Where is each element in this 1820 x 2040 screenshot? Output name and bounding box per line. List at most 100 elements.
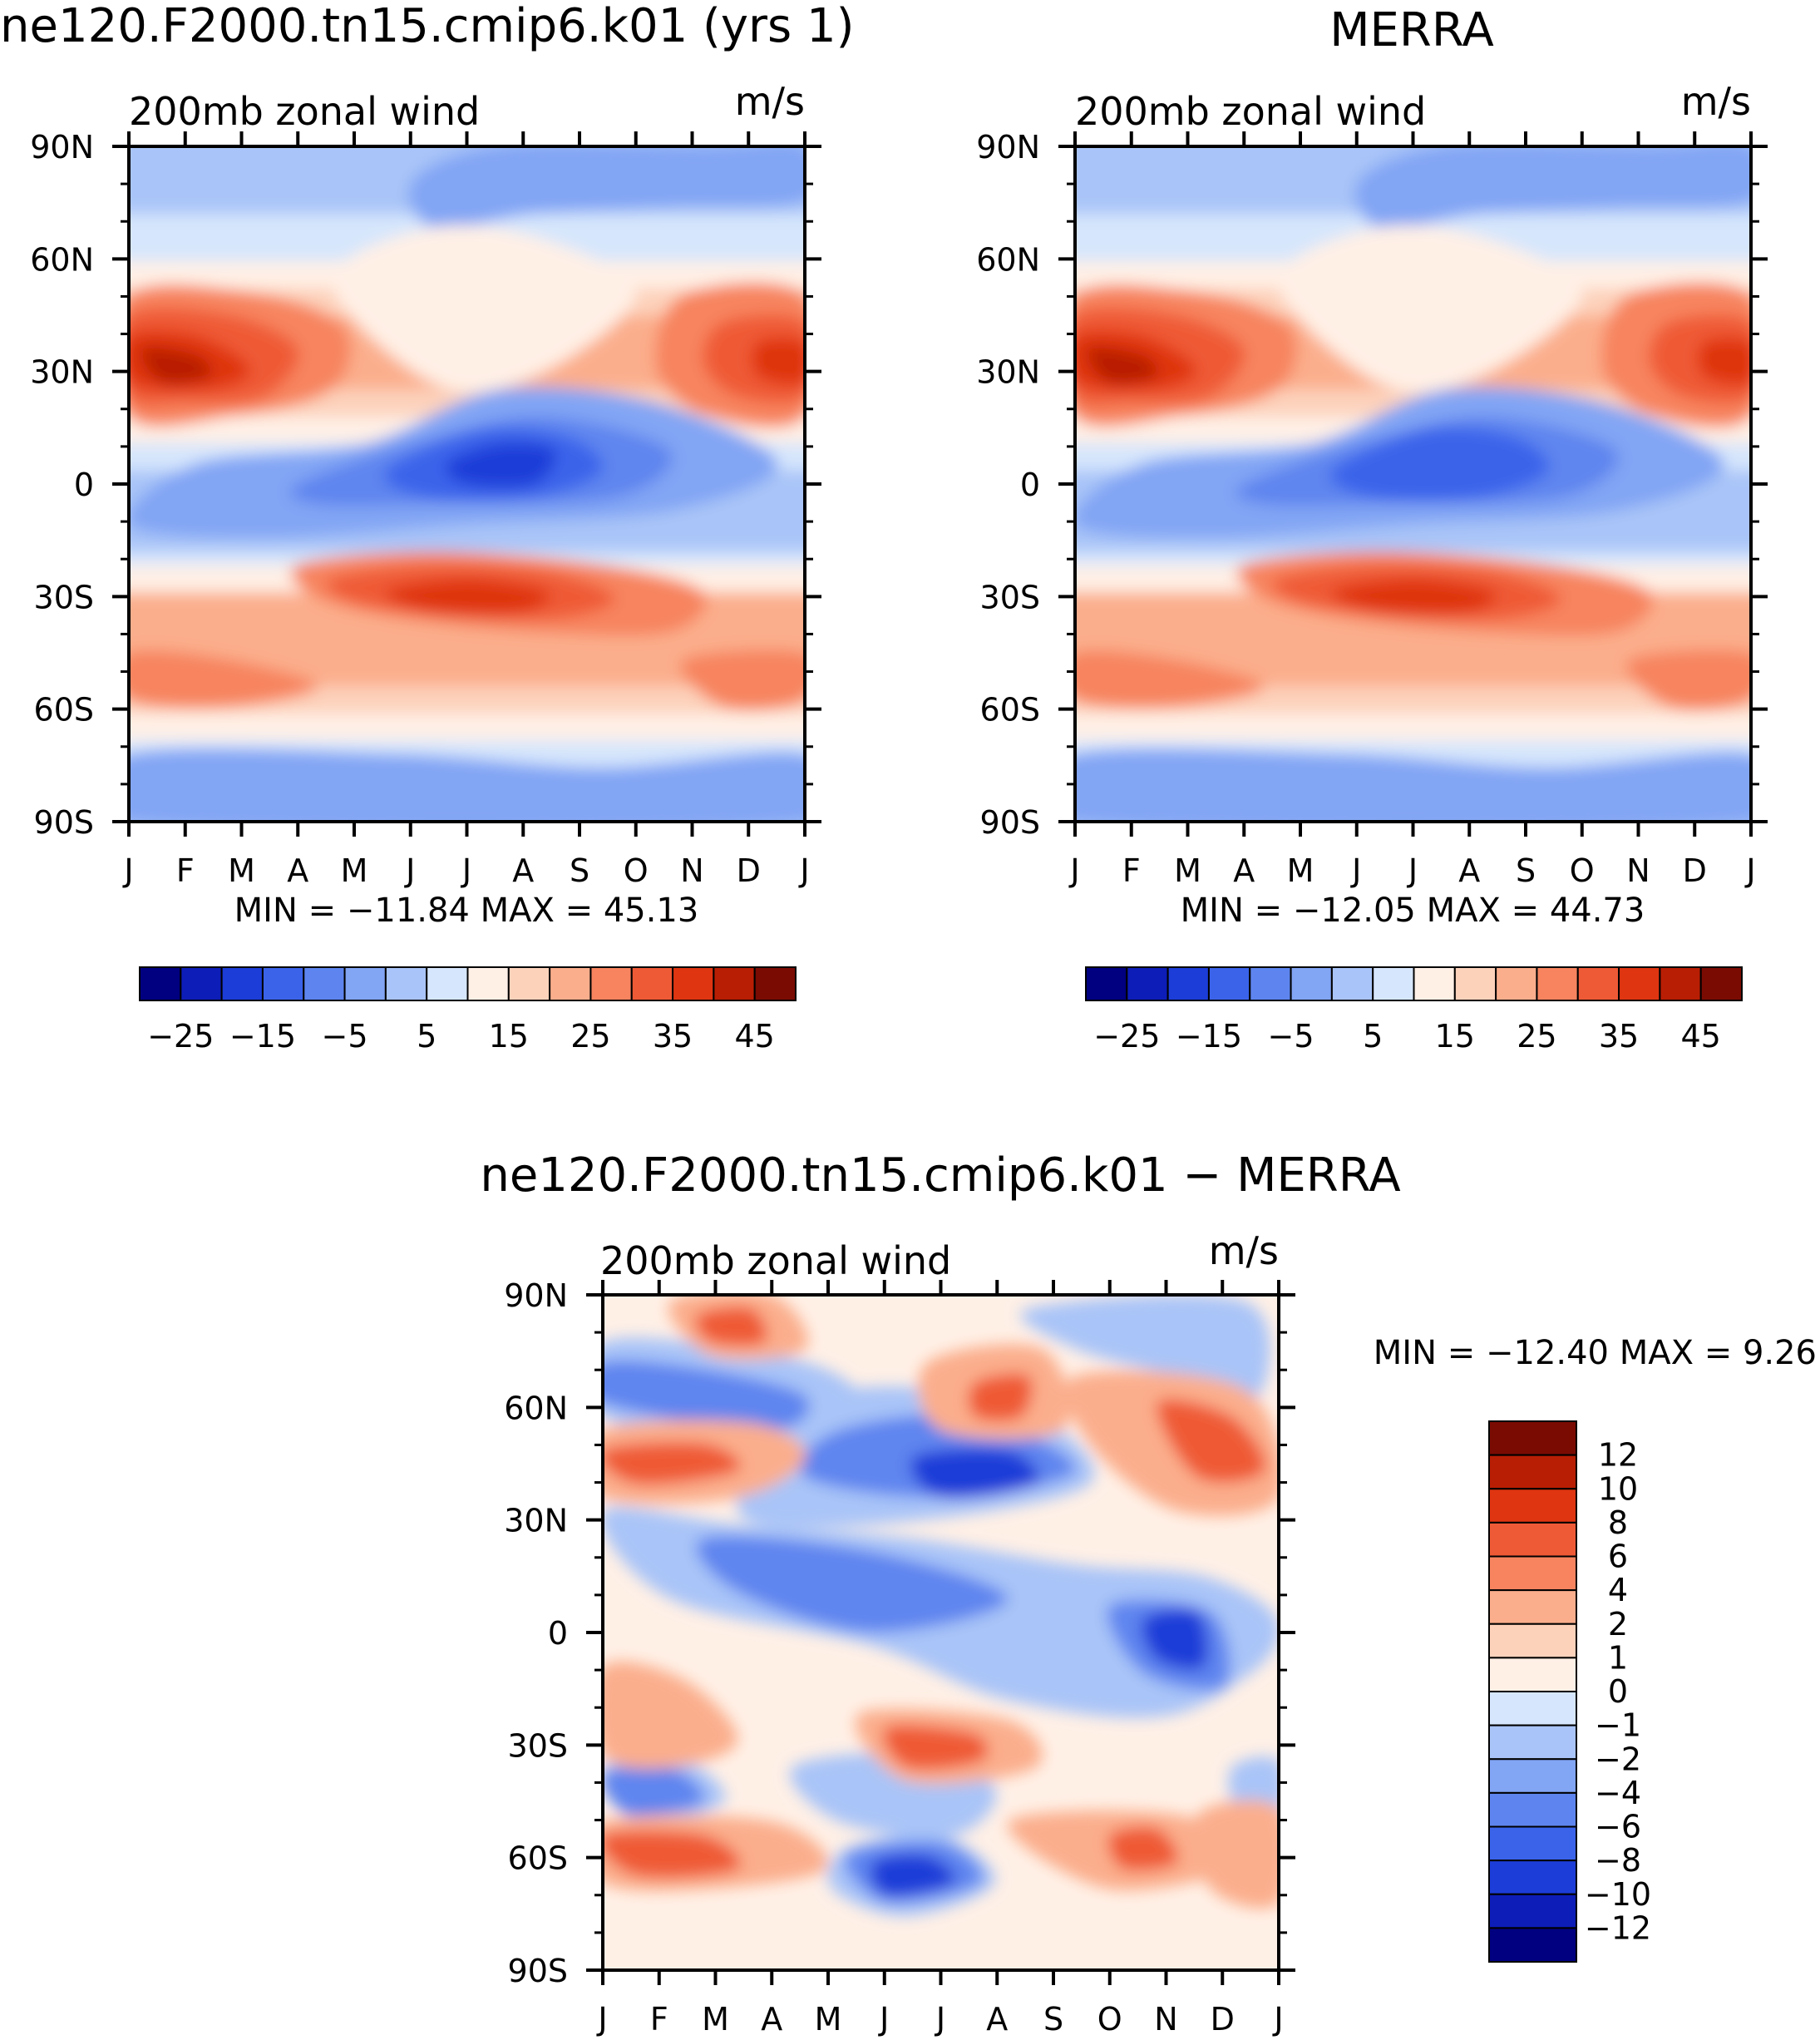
diff-x-tick-label: A: [986, 2001, 1008, 2038]
model-x-tick-label: F: [176, 852, 195, 889]
obs-colorbar-swatch: [1659, 966, 1702, 1001]
model-x-tick-label: M: [228, 852, 255, 889]
obs-x-tick-label: M: [1287, 852, 1314, 889]
obs-colorbar-swatch: [1453, 966, 1497, 1001]
diff-y-tick-label: 30S: [508, 1727, 568, 1764]
model-units-label: m/s: [735, 79, 805, 124]
obs-contour: [1277, 225, 1582, 392]
diff-contour: [695, 1306, 767, 1346]
obs-colorbar-swatch: [1618, 966, 1661, 1001]
model-colorbar-swatch: [303, 966, 346, 1001]
model-colorbar-swatch: [139, 966, 182, 1001]
diff-x-tick-label: A: [761, 2001, 782, 2038]
model-band: [129, 714, 805, 741]
obs-x-tick-label: D: [1683, 852, 1707, 889]
model-colorbar-swatch: [589, 966, 633, 1001]
model-colorbar-swatch: [220, 966, 264, 1001]
model-x-tick-label: A: [512, 852, 534, 889]
obs-contour: [1087, 347, 1158, 384]
obs-colorbar-swatch: [1207, 966, 1251, 1001]
model-contour-field: [129, 146, 805, 822]
diff-contour: [871, 1854, 956, 1897]
obs-colorbar-swatch: [1166, 966, 1210, 1001]
obs-x-tick-label: S: [1516, 852, 1536, 889]
diff-y-tick-label: 60S: [508, 1840, 568, 1877]
obs-colorbar-swatch: [1249, 966, 1292, 1001]
obs-min-max: MIN = −12.05 MAX = 44.73: [1181, 892, 1645, 930]
obs-colorbar-label: −25: [1093, 1018, 1160, 1055]
diff-colorbar-label: 2: [1608, 1606, 1628, 1642]
obs-y-tick-label: 30N: [976, 354, 1040, 391]
model-y-tick-label: 60N: [30, 241, 94, 278]
model-x-tick-label: A: [287, 852, 308, 889]
model-x-tick-label: J: [404, 852, 415, 889]
obs-x-tick-label: J: [1350, 852, 1361, 889]
diff-colorbar-label: −10: [1585, 1876, 1651, 1913]
model-colorbar-swatch: [466, 966, 510, 1001]
diff-x-tick-label: J: [935, 2001, 945, 2038]
obs-colorbar-swatch: [1126, 966, 1169, 1001]
obs-colorbar-swatch: [1372, 966, 1415, 1001]
diff-contour: [603, 1360, 810, 1430]
model-colorbar-label: 15: [489, 1018, 529, 1055]
diff-variable-label: 200mb zonal wind: [600, 1238, 951, 1283]
diff-colorbar-label: −6: [1595, 1809, 1641, 1845]
obs-y-tick-label: 0: [1020, 467, 1040, 503]
diff-colorbar-swatch: [1488, 1724, 1577, 1761]
obs-colorbar-swatch: [1290, 966, 1333, 1001]
obs-contour: [1391, 442, 1502, 488]
model-x-tick-label: J: [461, 852, 471, 889]
diff-contour: [910, 1448, 1039, 1499]
diff-colorbar-swatch: [1488, 1657, 1577, 1692]
diff-title: ne120.F2000.tn15.cmip6.k01 − MERRA: [480, 1148, 1400, 1203]
obs-x-tick-label: J: [1068, 852, 1079, 889]
model-x-tick-label: N: [680, 852, 703, 889]
model-panel: ne120.F2000.tn15.cmip6.k01 (yrs 1) 200mb…: [0, 0, 855, 1055]
obs-x-tick-label: J: [1407, 852, 1418, 889]
model-y-tick-label: 60S: [34, 692, 94, 729]
model-colorbar-label: 25: [570, 1018, 610, 1055]
obs-x-tick-label: O: [1570, 852, 1595, 889]
obs-band: [1075, 714, 1751, 741]
model-contour: [129, 748, 805, 822]
diff-units-label: m/s: [1209, 1228, 1279, 1273]
model-colorbar-swatch: [713, 966, 756, 1001]
model-colorbar-label: −25: [147, 1018, 214, 1055]
model-x-tick-label: J: [798, 852, 809, 889]
diff-x-tick-label: J: [1272, 2001, 1283, 2038]
diff-contour: [1192, 1800, 1279, 1909]
model-y-tick-label: 90S: [34, 804, 94, 841]
obs-x-tick-label: N: [1626, 852, 1650, 889]
obs-colorbar-label: 45: [1681, 1018, 1721, 1055]
obs-contour-field: [1075, 146, 1751, 822]
diff-contour-field: [603, 1295, 1279, 1917]
diff-contour: [603, 1661, 738, 1769]
diff-colorbar-label: 8: [1608, 1504, 1628, 1541]
diff-contour: [1107, 1826, 1179, 1871]
diff-contour: [696, 1535, 1009, 1633]
diff-colorbar-swatch: [1488, 1691, 1577, 1726]
obs-x-tick-label: F: [1122, 852, 1141, 889]
model-colorbar-swatch: [180, 966, 223, 1001]
diff-colorbar-swatch: [1488, 1420, 1577, 1456]
diff-panel: ne120.F2000.tn15.cmip6.k01 − MERRA 200mb…: [480, 1148, 1817, 2038]
obs-colorbar-swatch: [1576, 966, 1620, 1001]
obs-colorbar-swatch: [1330, 966, 1374, 1001]
diff-x-tick-label: M: [702, 2001, 729, 2038]
diff-colorbar-label: 4: [1608, 1572, 1628, 1608]
obs-colorbar-label: 5: [1363, 1018, 1383, 1055]
model-colorbar-swatch: [753, 966, 797, 1001]
model-contour: [331, 225, 636, 392]
diff-contour: [968, 1373, 1033, 1421]
obs-variable-label: 200mb zonal wind: [1075, 89, 1426, 134]
model-contour: [751, 337, 805, 385]
diff-x-tick-label: S: [1043, 2001, 1063, 2038]
obs-contour: [1075, 650, 1265, 709]
diff-colorbar-label: 6: [1608, 1539, 1628, 1575]
model-variable-label: 200mb zonal wind: [129, 89, 480, 134]
obs-y-tick-label: 90N: [976, 129, 1040, 165]
